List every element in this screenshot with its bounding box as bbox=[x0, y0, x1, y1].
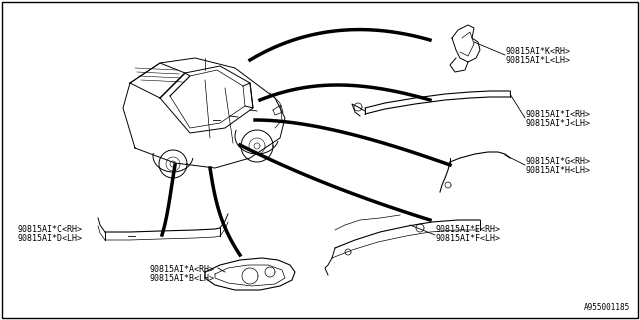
Text: 90815AI*B<LH>: 90815AI*B<LH> bbox=[150, 274, 215, 283]
Text: A955001185: A955001185 bbox=[584, 303, 630, 312]
Text: 90815AI*D<LH>: 90815AI*D<LH> bbox=[18, 234, 83, 243]
Text: 90815AI*K<RH>: 90815AI*K<RH> bbox=[505, 47, 570, 56]
Text: 90815AI*I<RH>: 90815AI*I<RH> bbox=[525, 110, 590, 119]
Text: 90815AI*E<RH>: 90815AI*E<RH> bbox=[435, 225, 500, 234]
Text: 90815AI*F<LH>: 90815AI*F<LH> bbox=[435, 234, 500, 243]
Text: 90815AI*H<LH>: 90815AI*H<LH> bbox=[525, 166, 590, 175]
Text: 90815AI*A<RH>: 90815AI*A<RH> bbox=[150, 265, 215, 274]
Text: 90815AI*C<RH>: 90815AI*C<RH> bbox=[18, 225, 83, 234]
Text: 90815AI*J<LH>: 90815AI*J<LH> bbox=[525, 119, 590, 128]
Text: 90815AI*G<RH>: 90815AI*G<RH> bbox=[525, 157, 590, 166]
Text: 90815AI*L<LH>: 90815AI*L<LH> bbox=[505, 56, 570, 65]
